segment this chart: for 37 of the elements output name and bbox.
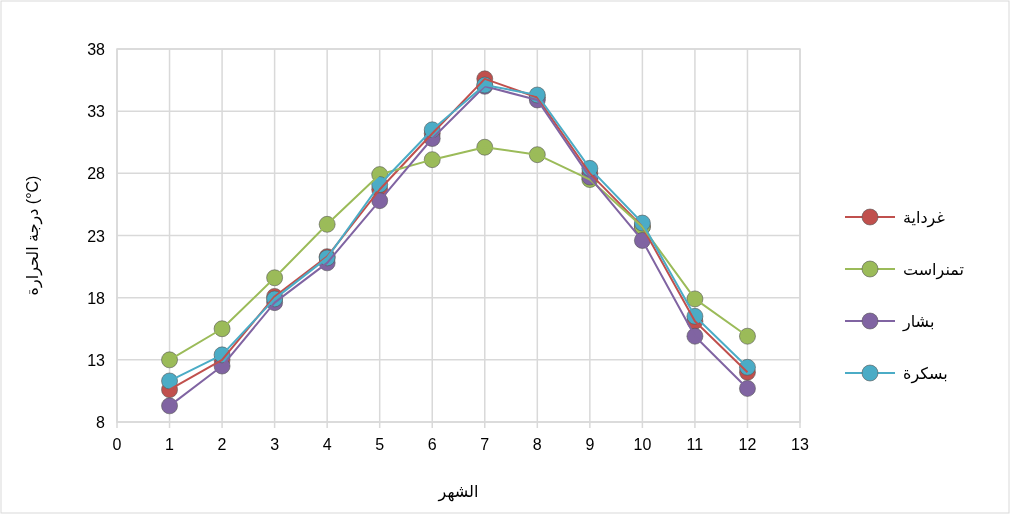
x-tick-label: 5 [375, 436, 385, 453]
x-tick-label: 2 [217, 436, 227, 453]
point [739, 327, 756, 345]
y-axis-title: درجة الحرارة (°C) [24, 175, 43, 296]
point [476, 138, 494, 156]
x-tick-label: 11 [686, 436, 704, 453]
legend-label: بسكرة [903, 365, 948, 384]
x-tick-label: 1 [165, 436, 175, 453]
point [161, 351, 178, 369]
x-tick-label: 12 [738, 436, 757, 453]
y-tick-label: 13 [87, 351, 106, 369]
y-tick-label: 28 [87, 165, 106, 183]
x-tick-label: 3 [270, 436, 280, 453]
point [739, 380, 756, 397]
point [529, 146, 546, 163]
point [318, 216, 336, 233]
legend-label: بشار [902, 313, 935, 332]
y-tick-label: 33 [87, 103, 106, 121]
x-axis-title: الشهر [437, 483, 479, 502]
point [161, 397, 178, 415]
x-tick-label: 4 [322, 436, 332, 453]
x-tick-label: 9 [585, 436, 595, 453]
x-tick-label: 10 [633, 436, 652, 453]
x-tick-label: 8 [532, 436, 542, 453]
x-tick-label: 13 [791, 436, 809, 453]
point [161, 372, 178, 390]
x-tick-label: 0 [112, 436, 122, 453]
x-tick-label: 7 [480, 436, 490, 453]
y-tick-label: 23 [87, 227, 106, 245]
point [423, 151, 441, 168]
x-tick-label: 6 [427, 436, 437, 453]
legend-label: غرداية [903, 209, 945, 228]
y-tick-label: 38 [87, 41, 106, 58]
legend-label: تمنراست [903, 261, 964, 280]
point [266, 269, 283, 287]
y-tick-label: 18 [87, 289, 106, 307]
y-tick-label: 8 [96, 414, 106, 431]
